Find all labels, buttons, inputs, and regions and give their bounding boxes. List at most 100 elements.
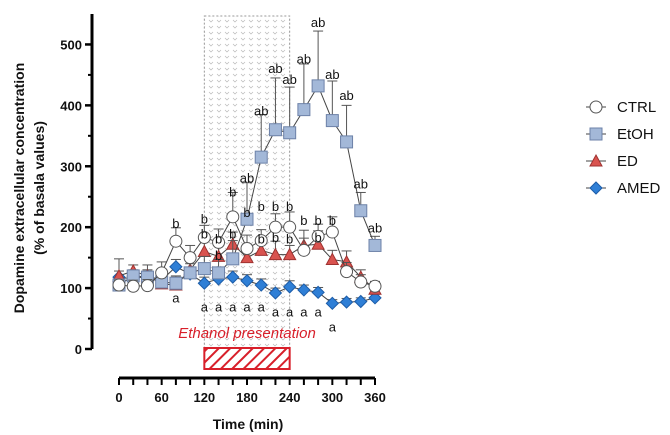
ctrl-point	[112, 278, 126, 292]
ctrl-point	[212, 235, 226, 249]
significance-label: b	[314, 213, 321, 228]
x-tick-label: 0	[115, 390, 122, 405]
ctrl-point	[297, 243, 311, 257]
significance-label: ab	[325, 67, 339, 82]
amed-point	[325, 296, 340, 311]
amed-point	[254, 278, 268, 292]
significance-label: ab	[354, 177, 368, 192]
ctrl-point	[169, 234, 183, 248]
significance-label: ab	[282, 72, 296, 87]
amed-point	[354, 294, 368, 309]
significance-label: ab	[254, 103, 268, 118]
significance-label: b	[300, 213, 307, 228]
legend-marker-ctrl	[589, 100, 603, 114]
significance-label: a	[314, 304, 322, 319]
significance-label: a	[286, 304, 294, 319]
significance-label: b	[286, 199, 293, 214]
amed-point	[169, 260, 183, 274]
significance-label: b	[272, 230, 279, 245]
significance-label: a	[201, 300, 209, 315]
significance-label: b	[215, 231, 222, 246]
x-tick-label: 180	[236, 390, 258, 405]
ethanol-presentation-label: Ethanol presentation	[178, 325, 316, 342]
significance-label: b	[229, 226, 236, 241]
y-tick-label: 200	[60, 220, 82, 235]
significance-label: b	[229, 184, 236, 199]
ed-point	[282, 247, 297, 261]
etoh-point	[240, 212, 254, 226]
significance-label: ab	[368, 220, 382, 235]
significance-label: a	[272, 304, 280, 319]
significance-label: ab	[339, 88, 353, 103]
x-tick-label: 60	[154, 390, 168, 405]
significance-label: b	[286, 231, 293, 246]
etoh-point	[197, 262, 211, 276]
x-tick-label: 240	[279, 390, 301, 405]
significance-label: b	[201, 211, 208, 226]
amed-point	[311, 285, 325, 300]
significance-label: b	[243, 205, 250, 220]
amed-point	[282, 280, 297, 294]
ctrl-point	[254, 234, 268, 248]
ethanol-presentation-bar	[203, 347, 291, 370]
etoh-point	[340, 135, 354, 149]
significance-label: a	[300, 304, 308, 319]
legend-marker-amed	[589, 181, 603, 195]
y-tick-label: 0	[75, 342, 82, 357]
ctrl-point	[140, 279, 154, 293]
significance-label: a	[243, 300, 251, 315]
axes-layer: 0 100 200 300 400 500 0 60 120 180 240 300 360	[60, 14, 386, 405]
ed-point	[254, 243, 269, 256]
significance-label: a	[229, 300, 237, 315]
ctrl-point	[268, 220, 282, 234]
significance-label: a	[172, 290, 180, 305]
significance-labels-layer: babbabbabbaabbaabbbaabbbaabbbaabbaabbbaa…	[172, 15, 382, 335]
significance-label: ab	[268, 61, 282, 76]
amed-point	[226, 270, 240, 284]
ctrl-point	[183, 251, 197, 265]
series-etoh	[112, 30, 382, 292]
x-tick-label: 360	[364, 390, 386, 405]
ctrl-point	[240, 242, 254, 255]
legend-label-ctrl: CTRL	[617, 99, 656, 116]
ed-point	[325, 252, 340, 265]
ed-point	[311, 237, 325, 250]
etoh-point	[325, 114, 339, 128]
etoh-point	[226, 252, 240, 266]
etoh-point	[311, 79, 325, 93]
amed-point	[240, 274, 254, 288]
etoh-point	[212, 266, 226, 280]
legend-label-amed: AMED	[617, 180, 661, 197]
legend-marker-etoh	[589, 127, 603, 141]
ctrl-point	[311, 229, 325, 243]
x-tick-label: 300	[321, 390, 343, 405]
ed-point	[240, 250, 254, 264]
legend: CTRL EtOH ED AMED	[586, 99, 661, 197]
y-axis-title-line2: (% of basala values)	[31, 121, 47, 255]
etoh-point	[368, 238, 382, 252]
etoh-point	[183, 266, 197, 280]
significance-label: a	[329, 320, 337, 335]
ed-point	[268, 247, 283, 261]
etoh-point	[283, 126, 297, 140]
amed-point	[368, 291, 382, 305]
ctrl-point	[368, 279, 382, 293]
x-tick-label: 120	[193, 390, 215, 405]
y-tick-label: 400	[60, 98, 82, 113]
amed-point	[297, 283, 311, 297]
ctrl-point	[197, 231, 211, 245]
etoh-point	[354, 204, 368, 218]
significance-label: b	[172, 216, 179, 231]
significance-label: ab	[297, 52, 311, 67]
significance-label: b	[314, 230, 321, 245]
ctrl-point	[354, 275, 368, 289]
x-axis-title: Time (min)	[213, 416, 284, 432]
amed-point	[197, 276, 212, 290]
significance-label: a	[258, 300, 266, 315]
ethanol-presentation-bar-layer: Ethanol presentation	[178, 325, 316, 370]
significance-label: b	[215, 248, 222, 263]
significance-label: b	[201, 226, 208, 241]
amed-point	[268, 286, 283, 300]
